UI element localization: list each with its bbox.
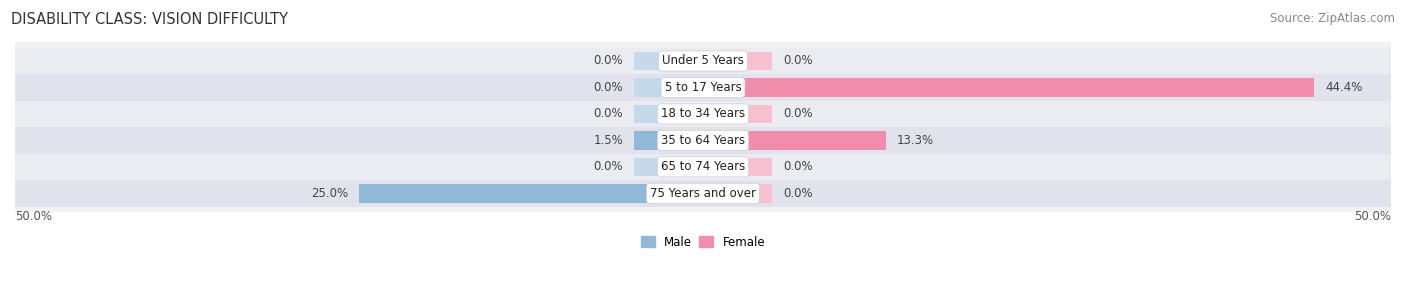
- Text: 0.0%: 0.0%: [783, 160, 813, 173]
- Text: 0.0%: 0.0%: [593, 160, 623, 173]
- Bar: [703, 131, 886, 150]
- Bar: [359, 184, 703, 203]
- Text: 75 Years and over: 75 Years and over: [650, 187, 756, 200]
- Text: 0.0%: 0.0%: [783, 55, 813, 67]
- Bar: [703, 52, 772, 70]
- Text: 65 to 74 Years: 65 to 74 Years: [661, 160, 745, 173]
- Bar: [634, 78, 703, 97]
- Text: 44.4%: 44.4%: [1324, 81, 1362, 94]
- Bar: [703, 158, 772, 176]
- Bar: [703, 184, 772, 203]
- Bar: [634, 52, 703, 70]
- Text: 13.3%: 13.3%: [897, 134, 934, 147]
- Text: 0.0%: 0.0%: [593, 107, 623, 120]
- Bar: [634, 158, 703, 176]
- Bar: [15, 48, 1391, 74]
- Text: 0.0%: 0.0%: [783, 187, 813, 200]
- Text: DISABILITY CLASS: VISION DIFFICULTY: DISABILITY CLASS: VISION DIFFICULTY: [11, 12, 288, 27]
- Bar: [15, 74, 1391, 101]
- Text: 25.0%: 25.0%: [311, 187, 349, 200]
- Text: 0.0%: 0.0%: [593, 55, 623, 67]
- Bar: [634, 131, 703, 150]
- Bar: [634, 105, 703, 123]
- Bar: [15, 180, 1391, 206]
- Text: 18 to 34 Years: 18 to 34 Years: [661, 107, 745, 120]
- Legend: Male, Female: Male, Female: [636, 231, 770, 253]
- Text: 50.0%: 50.0%: [1354, 210, 1391, 223]
- Text: 5 to 17 Years: 5 to 17 Years: [665, 81, 741, 94]
- Text: Under 5 Years: Under 5 Years: [662, 55, 744, 67]
- Bar: [703, 105, 772, 123]
- Bar: [703, 78, 1315, 97]
- Text: 50.0%: 50.0%: [15, 210, 52, 223]
- Text: Source: ZipAtlas.com: Source: ZipAtlas.com: [1270, 12, 1395, 25]
- Bar: [15, 154, 1391, 180]
- Text: 0.0%: 0.0%: [593, 81, 623, 94]
- Bar: [15, 101, 1391, 127]
- Bar: [15, 127, 1391, 154]
- Text: 0.0%: 0.0%: [783, 107, 813, 120]
- Text: 1.5%: 1.5%: [593, 134, 623, 147]
- Text: 35 to 64 Years: 35 to 64 Years: [661, 134, 745, 147]
